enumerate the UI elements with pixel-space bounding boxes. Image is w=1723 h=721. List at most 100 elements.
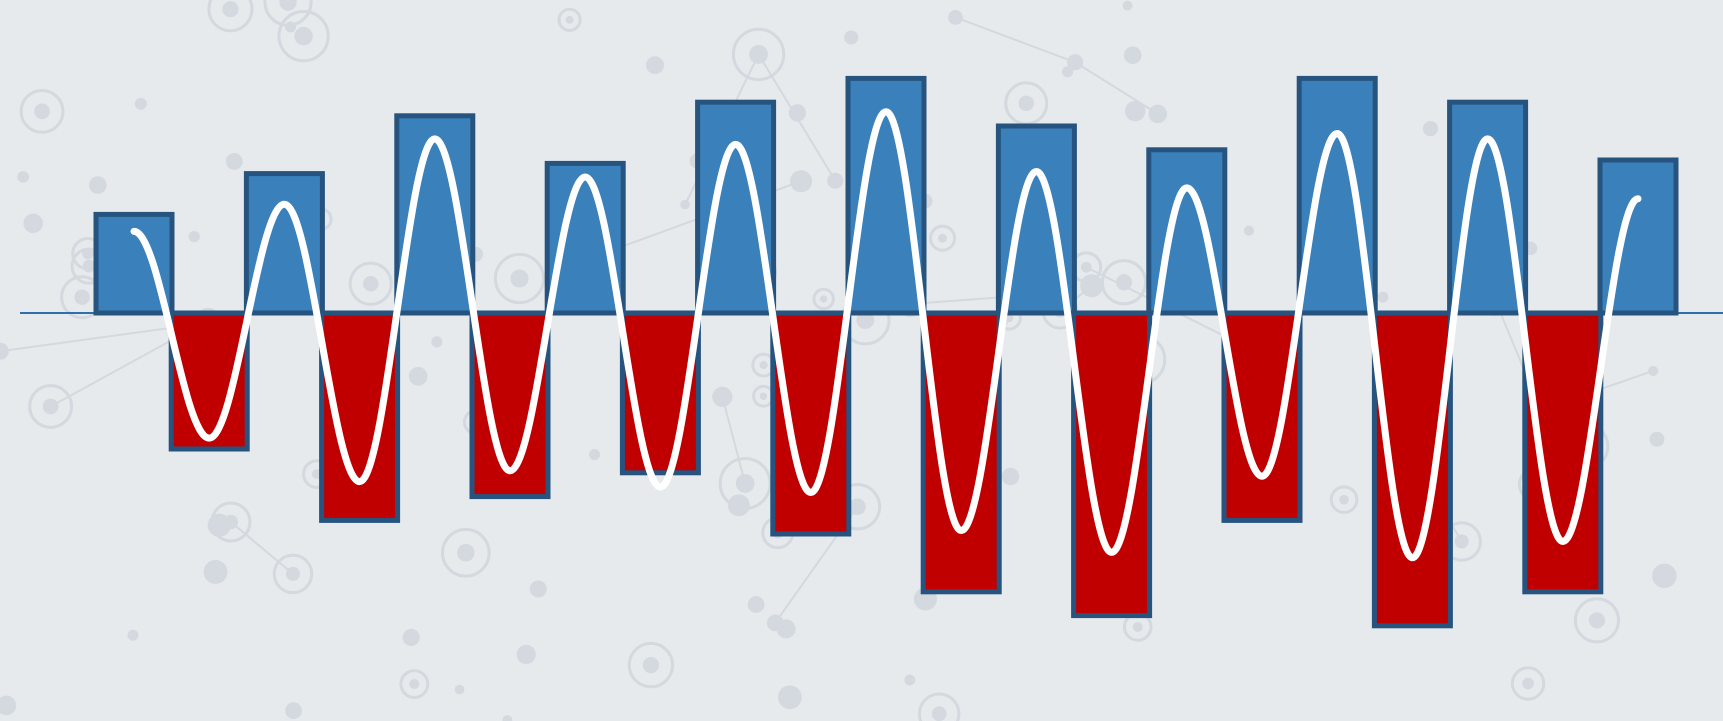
network-node-core <box>1588 612 1606 629</box>
network-node <box>502 715 513 721</box>
network-node <box>348 261 393 306</box>
bar-positive <box>544 160 626 316</box>
network-node <box>948 9 963 25</box>
network-node <box>1377 291 1389 303</box>
network-node <box>399 669 430 699</box>
network-node-core <box>856 311 875 330</box>
network-node-core <box>42 398 59 415</box>
network-link <box>1074 61 1159 115</box>
network-node <box>712 386 733 407</box>
network-node-core <box>74 289 90 305</box>
network-node <box>557 7 582 32</box>
network-node <box>263 0 313 27</box>
network-node <box>188 230 200 243</box>
network-node-core <box>510 269 529 288</box>
network-node <box>225 153 243 170</box>
network-node-core <box>1115 274 1133 291</box>
network-node <box>1422 121 1439 137</box>
sine-wave-line <box>130 108 1642 562</box>
network-node <box>1573 597 1621 644</box>
network-node <box>431 336 443 348</box>
network-node-core <box>457 544 475 562</box>
network-node <box>408 366 428 386</box>
network-node-core <box>759 392 768 400</box>
network-node <box>203 559 228 584</box>
network-node <box>680 199 690 210</box>
network-node <box>904 674 916 686</box>
network-node <box>929 224 957 252</box>
network-node <box>1510 666 1546 701</box>
network-node-core <box>1080 261 1092 273</box>
network-node-core <box>34 103 50 120</box>
network-node <box>272 553 314 595</box>
network-node <box>207 0 254 33</box>
network-node <box>766 614 784 632</box>
network-node <box>1148 104 1168 124</box>
network-node <box>454 684 465 695</box>
network-node <box>134 97 147 110</box>
network-node-core <box>285 566 301 581</box>
network-node <box>827 172 844 189</box>
network-link <box>721 396 747 484</box>
network-node <box>402 628 420 647</box>
bar-series <box>93 75 1679 629</box>
network-node <box>1329 485 1359 515</box>
network-node-core <box>1005 313 1014 323</box>
network-node <box>277 9 330 63</box>
network-node <box>1001 467 1020 486</box>
network-node-core <box>409 678 420 690</box>
network-node-core <box>279 0 297 11</box>
network-node-core <box>1454 534 1469 549</box>
network-node <box>493 252 546 305</box>
network-node <box>0 342 9 360</box>
bar-negative <box>920 310 1002 595</box>
network-node <box>210 501 252 543</box>
network-node-core <box>820 295 828 303</box>
network-node <box>731 27 786 82</box>
network-node <box>89 176 107 194</box>
network-node <box>844 30 859 45</box>
network-node-core <box>938 233 948 243</box>
network-node <box>788 104 806 122</box>
network-node-core <box>735 474 755 493</box>
network-node-core <box>565 15 574 24</box>
network-node-core <box>1132 621 1143 632</box>
network-node <box>1062 66 1074 78</box>
network-node <box>1123 46 1142 65</box>
network-node <box>1067 54 1084 71</box>
network-node <box>777 685 802 710</box>
bar-positive <box>1296 75 1378 316</box>
network-node <box>23 213 43 234</box>
network-node-core <box>294 26 313 46</box>
network-node-core <box>759 361 768 370</box>
network-node <box>0 695 17 716</box>
network-node <box>1652 563 1677 589</box>
network-node <box>516 644 536 665</box>
network-node <box>1124 100 1146 122</box>
network-node-core <box>222 1 239 18</box>
network-node <box>747 596 765 613</box>
bar-positive <box>695 99 777 316</box>
network-node-core <box>82 247 94 260</box>
network-node <box>589 449 601 461</box>
network-node <box>127 629 139 641</box>
network-node <box>627 641 675 689</box>
network-node-core <box>1339 494 1349 505</box>
network-node-core <box>363 276 379 292</box>
network-node <box>1649 431 1665 447</box>
network-node-core <box>1522 677 1534 690</box>
network-node <box>17 171 29 183</box>
bar-negative <box>1221 310 1303 523</box>
network-node <box>1243 225 1254 236</box>
network-node <box>1648 365 1659 376</box>
network-node-core <box>931 706 947 721</box>
network-node <box>1080 274 1104 298</box>
network-node-core <box>849 498 866 516</box>
network-link <box>0 325 179 353</box>
network-node <box>917 692 961 721</box>
network-node <box>812 287 835 311</box>
network-node <box>19 88 65 134</box>
network-node <box>529 580 547 598</box>
